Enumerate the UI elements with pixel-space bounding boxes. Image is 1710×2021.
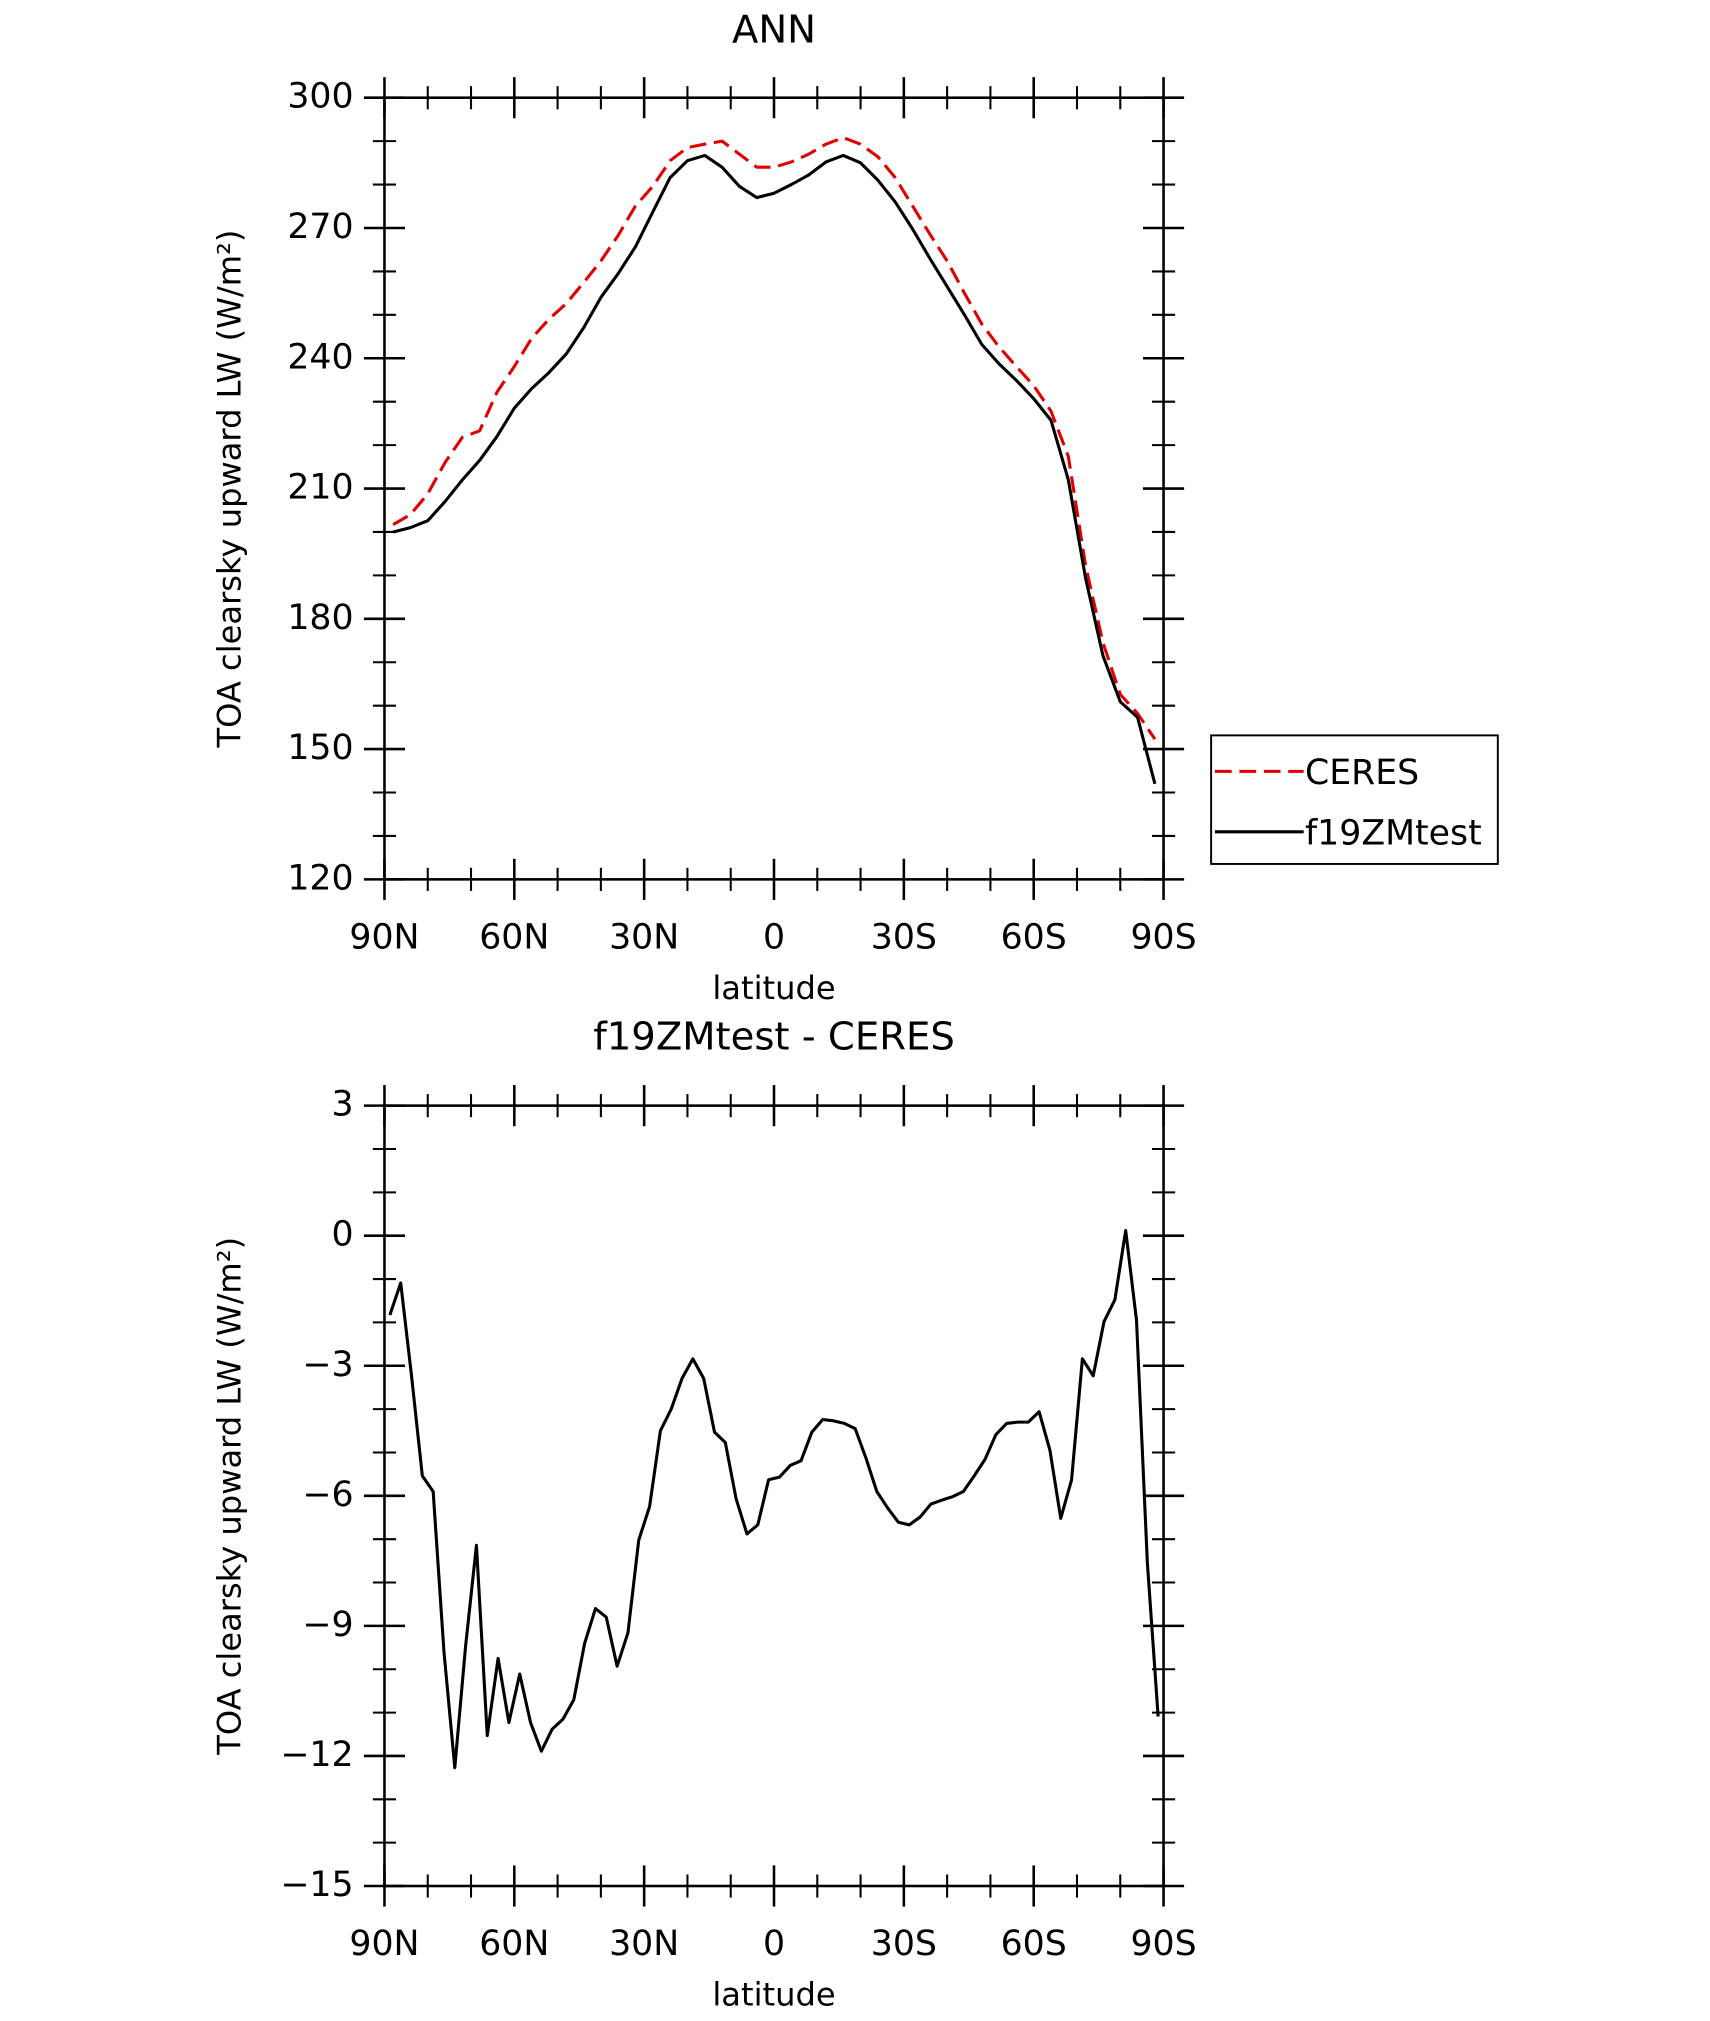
x-tick-label: 60S bbox=[1001, 1924, 1067, 1964]
plot-frame bbox=[383, 1104, 1165, 1888]
y-tick-label: 270 bbox=[287, 207, 353, 247]
y-tick-label: 120 bbox=[287, 858, 353, 898]
y-tick-label: 240 bbox=[287, 337, 353, 377]
x-tick-label: 0 bbox=[763, 918, 785, 958]
data-line bbox=[388, 1228, 1160, 1770]
data-line bbox=[392, 136, 1157, 740]
x-axis-label: latitude bbox=[712, 1976, 835, 2014]
x-tick-label: 60N bbox=[479, 1924, 549, 1964]
y-tick-label: −9 bbox=[302, 1605, 353, 1645]
x-tick-label: 30S bbox=[871, 1924, 937, 1964]
legend-label: CERES bbox=[1305, 753, 1419, 793]
x-axis-label: latitude bbox=[712, 969, 835, 1007]
y-tick-label: −15 bbox=[280, 1865, 353, 1905]
y-tick-label: 0 bbox=[332, 1215, 354, 1255]
y-tick-label: 150 bbox=[287, 728, 353, 768]
x-tick-label: 90S bbox=[1130, 918, 1196, 958]
data-line bbox=[392, 153, 1157, 785]
x-tick-label: 60N bbox=[479, 918, 549, 958]
x-tick-label: 30N bbox=[609, 918, 679, 958]
y-tick-label: −3 bbox=[302, 1345, 353, 1385]
y-tick-label: 210 bbox=[287, 468, 353, 508]
x-tick-label: 90S bbox=[1130, 1924, 1196, 1964]
x-tick-label: 30N bbox=[609, 1924, 679, 1964]
x-tick-label: 90N bbox=[349, 1924, 419, 1964]
y-axis-label: TOA clearsky upward LW (W/m²) bbox=[210, 1237, 248, 1756]
legend-label: f19ZMtest bbox=[1305, 813, 1482, 853]
x-tick-label: 90N bbox=[349, 918, 419, 958]
y-tick-label: 180 bbox=[287, 598, 353, 638]
y-tick-label: −6 bbox=[302, 1475, 353, 1515]
chart-title: f19ZMtest - CERES bbox=[593, 1014, 955, 1059]
y-axis-label: TOA clearsky upward LW (W/m²) bbox=[210, 230, 248, 749]
y-tick-label: 300 bbox=[287, 77, 353, 117]
plot-frame bbox=[383, 96, 1165, 881]
y-tick-label: 3 bbox=[332, 1085, 354, 1125]
x-tick-label: 30S bbox=[871, 918, 937, 958]
x-tick-label: 60S bbox=[1001, 918, 1067, 958]
legend-box bbox=[1210, 734, 1499, 865]
y-tick-label: −12 bbox=[280, 1735, 353, 1775]
x-tick-label: 0 bbox=[763, 1924, 785, 1964]
chart-title: ANN bbox=[732, 8, 816, 53]
